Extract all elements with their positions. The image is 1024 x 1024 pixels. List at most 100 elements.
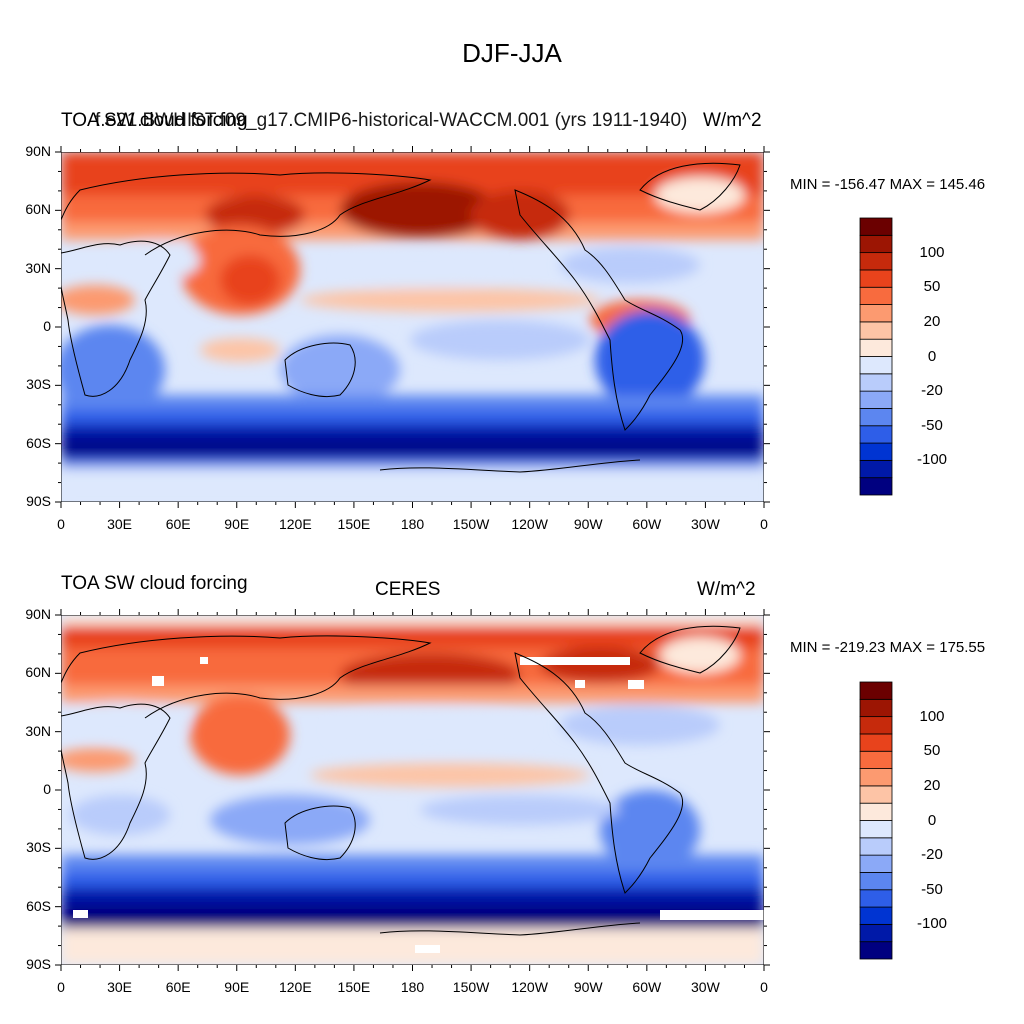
lon-tick-label: 90W: [573, 516, 603, 532]
bottom-left-title: TOA SW cloud forcing: [61, 573, 248, 594]
colorbar-swatch: [859, 459, 893, 479]
figure-title: DJF-JJA: [462, 38, 562, 68]
lon-tick-label: 90W: [573, 979, 603, 995]
lat-tick-label: 30S: [26, 376, 51, 393]
lon-tick-label: 150W: [452, 516, 490, 532]
lon-tick-label: 150W: [452, 979, 490, 995]
lat-tick-label: 60S: [26, 897, 51, 914]
colorbar-label: 20: [923, 312, 941, 330]
colorbar-swatch: [859, 304, 893, 323]
top-coastlines: [61, 162, 741, 473]
lat-tick-label: 90N: [25, 606, 51, 622]
lat-tick-label: 30N: [25, 259, 51, 276]
colorbar-swatch: [859, 321, 893, 340]
colorbar-swatch: [859, 923, 893, 943]
lon-tick-label: 0: [760, 979, 768, 995]
top-center-title: f.e21.BWHIST.f09_g17.CMIP6-historical-WA…: [95, 110, 688, 131]
lon-tick-label: 0: [760, 516, 768, 532]
colorbar-swatch: [859, 408, 893, 427]
lon-tick-label: 90E: [224, 516, 250, 532]
colorbar-swatch: [859, 425, 893, 444]
colorbar-swatch: [859, 820, 893, 839]
lon-tick-label: 30E: [107, 516, 133, 532]
colorbar-label: 0: [927, 347, 937, 365]
colorbar-label: -100: [916, 915, 948, 933]
lon-tick-label: 120W: [511, 979, 548, 995]
bottom-units: W/m^2: [697, 579, 756, 600]
bottom-map: [61, 615, 764, 965]
colorbar-swatch: [859, 252, 893, 271]
bottom-center-title: CERES: [375, 579, 441, 600]
lon-tick-label: 60E: [165, 979, 191, 995]
top-map: [61, 152, 764, 502]
lat-tick-label: 0: [43, 318, 51, 334]
lat-tick-label: 90S: [26, 493, 51, 509]
colorbar-swatch: [859, 698, 893, 718]
colorbar-swatch: [859, 854, 893, 873]
top-minmax: MIN = -156.47 MAX = 145.46: [790, 176, 986, 193]
colorbar-swatch: [859, 750, 893, 769]
colorbar-swatch: [859, 681, 893, 700]
colorbar-label: 50: [923, 742, 941, 760]
lat-tick-label: 60N: [25, 201, 51, 218]
lon-tick-label: 0: [57, 516, 65, 532]
colorbar-label: -100: [916, 451, 948, 469]
lon-tick-label: 180: [400, 516, 425, 532]
colorbar-swatch: [859, 442, 893, 461]
lon-tick-label: 120E: [278, 979, 312, 995]
colorbar-swatch: [859, 373, 893, 392]
colorbar-label: -20: [921, 382, 943, 400]
colorbar-swatch: [859, 889, 893, 908]
lat-tick-label: 90N: [25, 143, 51, 159]
bottom-missing-data: [73, 657, 764, 953]
bottom-coastlines: [61, 625, 741, 936]
colorbar-swatch: [859, 733, 893, 752]
colorbar-swatch: [859, 286, 893, 305]
colorbars-layer: [859, 217, 893, 960]
lon-tick-label: 30W: [691, 516, 720, 532]
lon-tick-label: 150E: [337, 516, 371, 532]
colorbar-label: -50: [921, 416, 943, 434]
lon-tick-label: 60E: [165, 516, 191, 532]
colorbar-label: 20: [923, 776, 941, 794]
lon-tick-label: 120E: [278, 516, 312, 532]
lat-tick-label: 30S: [26, 839, 51, 856]
colorbar-label: 100: [919, 243, 945, 261]
colorbar-label: 0: [927, 811, 937, 829]
colorbar-swatch: [859, 785, 893, 804]
colorbar-swatch: [859, 338, 893, 357]
lat-tick-label: 0: [43, 781, 51, 797]
lon-tick-label: 30E: [107, 979, 133, 995]
colorbar-swatch: [859, 234, 893, 254]
lon-tick-label: 90E: [224, 979, 250, 995]
colorbar-swatch: [859, 906, 893, 925]
top-left-title: TOA SW cloud forcing: [61, 110, 248, 131]
lon-tick-label: 150E: [337, 979, 371, 995]
colorbar-swatch: [859, 837, 893, 856]
colorbar-swatch: [859, 768, 893, 787]
lat-tick-label: 90S: [26, 956, 51, 972]
colorbar-swatch: [859, 269, 893, 288]
lon-tick-label: 120W: [511, 516, 548, 532]
lon-tick-label: 30W: [691, 979, 720, 995]
lon-tick-label: 180: [400, 979, 425, 995]
colorbar-swatch: [859, 802, 893, 821]
colorbar-swatch: [859, 390, 893, 409]
lat-tick-label: 60S: [26, 434, 51, 451]
lon-tick-label: 60W: [632, 516, 662, 532]
top-units: W/m^2: [703, 110, 762, 131]
colorbar-label: 100: [919, 707, 945, 725]
bottom-minmax: MIN = -219.23 MAX = 175.55: [790, 639, 986, 656]
lat-tick-label: 60N: [25, 664, 51, 681]
colorbar-swatch: [859, 217, 893, 236]
colorbar-swatch: [859, 477, 893, 496]
colorbar-swatch: [859, 716, 893, 735]
colorbar-label: -20: [921, 846, 943, 864]
colorbar-swatch: [859, 356, 893, 375]
colorbar-label: -50: [921, 880, 943, 898]
colorbar-label: 50: [923, 278, 941, 296]
colorbar-swatch: [859, 941, 893, 960]
colorbar-swatch: [859, 872, 893, 891]
axes-layer: [55, 146, 770, 971]
